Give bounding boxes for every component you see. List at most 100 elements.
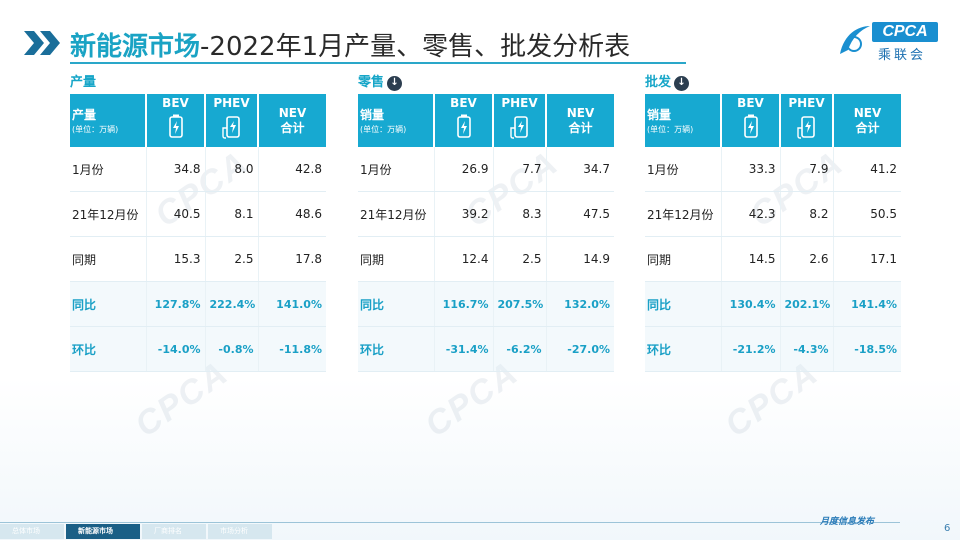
bev-value: 26.9: [434, 147, 494, 192]
row-label: 环比: [645, 326, 722, 372]
nev-value: 14.9: [546, 236, 614, 282]
nev-value: -11.8%: [258, 326, 326, 372]
nev-value: -27.0%: [546, 326, 614, 372]
row-label: 1月份: [358, 147, 435, 192]
footer-tabs: 总体市场 新能源市场 厂商排名 市场分析: [0, 524, 274, 539]
footer-tab-1[interactable]: 新能源市场: [66, 524, 140, 539]
row-label: 21年12月份: [645, 191, 722, 237]
nev-value: 141.0%: [258, 281, 326, 327]
cpca-logo: CPCA 乘联会: [834, 20, 944, 64]
row-label: 环比: [358, 326, 435, 372]
charging-pump-icon: [781, 114, 832, 143]
charging-pump-icon: [206, 114, 257, 143]
col-header-bev: BEV: [721, 94, 781, 147]
charging-pump-icon: [494, 114, 545, 143]
bev-value: 33.3: [721, 147, 781, 192]
section-1: 零售 ↓ 销量 (单位：万辆) BEV PHEV NEV 合计 1月份 26.9 7.7 34.7 21…: [358, 72, 614, 372]
battery-icon: [147, 114, 204, 141]
table-row: 同期 15.3 2.5 17.8: [70, 236, 326, 282]
row-label: 21年12月份: [70, 191, 147, 237]
bev-value: 14.5: [721, 236, 781, 282]
table-header-row: 产量 (单位：万辆) BEV PHEV NEV 合计: [70, 94, 326, 147]
table-row: 21年12月份 39.2 8.3 47.5: [358, 191, 614, 237]
nev-value: 47.5: [546, 191, 614, 237]
bev-value: 12.4: [434, 236, 494, 282]
unit-label: (单位：万辆): [647, 125, 694, 134]
table-row: 环比 -31.4% -6.2% -27.0%: [358, 326, 614, 372]
section-title: 零售 ↓: [358, 72, 614, 94]
row-label: 21年12月份: [358, 191, 435, 237]
col-header-nev: NEV 合计: [546, 94, 614, 147]
nev-value: 34.7: [546, 147, 614, 192]
logo-text: CPCA: [872, 22, 938, 42]
section-title: 产量: [70, 72, 326, 94]
bev-value: 40.5: [146, 191, 206, 237]
phev-value: -6.2%: [493, 326, 547, 372]
logo-swoosh-icon: [840, 26, 870, 54]
arrow-down-circle-icon[interactable]: ↓: [674, 75, 690, 91]
col-header-phev: PHEV: [493, 94, 547, 147]
phev-value: 8.2: [780, 191, 834, 237]
phev-value: 2.5: [205, 236, 259, 282]
footer-divider: [0, 522, 900, 523]
bev-value: 39.2: [434, 191, 494, 237]
double-chevron-icon: [24, 31, 60, 55]
bev-value: 130.4%: [721, 281, 781, 327]
unit-label: (单位：万辆): [72, 125, 119, 134]
table-header-row: 销量 (单位：万辆) BEV PHEV NEV 合计: [645, 94, 901, 147]
col-header-bev: BEV: [434, 94, 494, 147]
col-header-nev: NEV 合计: [258, 94, 326, 147]
footer: 总体市场 新能源市场 厂商排名 市场分析 月度信息发布 6: [0, 517, 960, 540]
arrow-down-circle-icon[interactable]: ↓: [387, 75, 403, 91]
row-header-label: 产量: [72, 108, 97, 122]
table-header-row: 销量 (单位：万辆) BEV PHEV NEV 合计: [358, 94, 614, 147]
nev-value: -18.5%: [833, 326, 901, 372]
phev-value: 8.0: [205, 147, 259, 192]
unit-label: (单位：万辆): [360, 125, 407, 134]
section-title-text: 产量: [70, 75, 97, 90]
data-table: 销量 (单位：万辆) BEV PHEV NEV 合计 1月份 26.9 7.7 34.7 21年12…: [358, 94, 614, 372]
table-row: 同期 14.5 2.6 17.1: [645, 236, 901, 282]
nev-value: 141.4%: [833, 281, 901, 327]
title-rest: -2022年1月产量、零售、批发分析表: [200, 32, 631, 62]
bev-value: 42.3: [721, 191, 781, 237]
page-title: 新能源市场-2022年1月产量、零售、批发分析表: [70, 26, 630, 63]
battery-icon: [435, 114, 492, 141]
row-header-cell: 销量 (单位：万辆): [645, 94, 722, 147]
phev-value: -4.3%: [780, 326, 834, 372]
table-row: 1月份 34.8 8.0 42.8: [70, 147, 326, 192]
slide-header: 新能源市场-2022年1月产量、零售、批发分析表: [22, 22, 692, 64]
phev-value: -0.8%: [205, 326, 259, 372]
footer-tab-0[interactable]: 总体市场: [0, 524, 64, 539]
section-title: 批发 ↓: [645, 72, 901, 94]
table-row: 同比 116.7% 207.5% 132.0%: [358, 281, 614, 327]
row-label: 环比: [70, 326, 147, 372]
nev-value: 17.1: [833, 236, 901, 282]
phev-value: 8.3: [493, 191, 547, 237]
col-header-bev: BEV: [146, 94, 206, 147]
phev-value: 2.5: [493, 236, 547, 282]
footer-tab-3[interactable]: 市场分析: [208, 524, 272, 539]
bev-value: 127.8%: [146, 281, 206, 327]
row-header-cell: 产量 (单位：万辆): [70, 94, 147, 147]
nev-value: 132.0%: [546, 281, 614, 327]
row-label: 同比: [358, 281, 435, 327]
page-number: 6: [944, 523, 951, 534]
bev-value: 15.3: [146, 236, 206, 282]
row-header-label: 销量: [360, 108, 385, 122]
footer-tab-2[interactable]: 厂商排名: [142, 524, 206, 539]
logo-cn: 乘联会: [878, 48, 927, 63]
nev-value: 17.8: [258, 236, 326, 282]
table-row: 环比 -21.2% -4.3% -18.5%: [645, 326, 901, 372]
nev-value: 48.6: [258, 191, 326, 237]
battery-icon: [722, 114, 779, 141]
table-row: 同比 130.4% 202.1% 141.4%: [645, 281, 901, 327]
section-2: 批发 ↓ 销量 (单位：万辆) BEV PHEV NEV 合计 1月份 33.3 7.9 41.2 21…: [645, 72, 901, 372]
nev-value: 41.2: [833, 147, 901, 192]
section-title-text: 零售: [358, 75, 385, 90]
section-0: 产量 产量 (单位：万辆) BEV PHEV NEV 合计 1月份 34.8 8.0 42.8 21年…: [70, 72, 326, 372]
phev-value: 2.6: [780, 236, 834, 282]
table-row: 环比 -14.0% -0.8% -11.8%: [70, 326, 326, 372]
row-label: 同期: [358, 236, 435, 282]
row-label: 同期: [645, 236, 722, 282]
